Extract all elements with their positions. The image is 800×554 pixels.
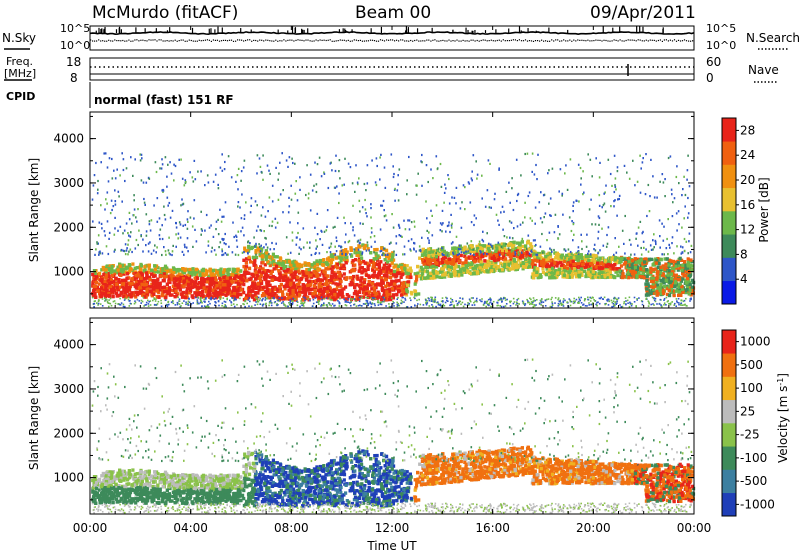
colorbar-swatch (722, 187, 736, 212)
colorbar-tick-label: 100 (740, 381, 763, 395)
beam-title: Beam 00 (355, 3, 431, 23)
colorbar-swatch (722, 211, 736, 235)
cpid-value: normal (fast) 151 RF (94, 93, 234, 107)
colorbar-tick-label: 16 (740, 198, 755, 212)
power-field (91, 152, 696, 308)
colorbar-swatch (722, 399, 736, 424)
colorbar-tick-label: 4 (740, 272, 748, 286)
colorbar-tick-label: -100 (740, 451, 767, 465)
colorbar-swatch (722, 141, 736, 165)
xaxis-tick-label: 16:00 (475, 521, 510, 535)
colorbar-tick-label: 8 (740, 247, 748, 261)
yaxis-tick-label: 4000 (53, 338, 84, 352)
colorbar-swatch (722, 353, 736, 377)
power-panel: 1000 2000 3000 4000 Slant Range [km] 4 8 12 16… (27, 111, 771, 309)
colorbar-tick-label: 28 (740, 123, 755, 137)
freq-panel: Freq. [MHz] 18 8 Nave 60 0 (4, 55, 779, 85)
noise-left-tick-top: 10^5 (60, 22, 90, 35)
velocity-colorbar-label: Velocity [m s-1] (776, 373, 790, 463)
noise-sky-line (89, 30, 695, 36)
colorbar-swatch (722, 423, 736, 447)
colorbar-swatch (722, 376, 736, 401)
cpid-label: CPID (6, 90, 35, 103)
velocity-field (91, 358, 696, 514)
power-ylabel: Slant Range [km] (27, 158, 41, 262)
colorbar-tick-label: -1000 (740, 497, 775, 511)
colorbar-swatch (722, 257, 736, 282)
freq-label-1: Freq. (6, 55, 33, 68)
velocity-ylabel: Slant Range [km] (27, 366, 41, 470)
colorbar-tick-label: 25 (740, 404, 755, 418)
yaxis-tick-label: 3000 (53, 382, 84, 396)
station-title: McMurdo (fitACF) (92, 3, 238, 23)
colorbar-tick-label: 24 (740, 148, 755, 162)
colorbar-swatch (722, 164, 736, 189)
noise-right-tick-top: 10^5 (706, 22, 736, 35)
velocity-panel: 1000 2000 3000 4000 Slant Range [km] 1000 50… (27, 317, 790, 517)
colorbar-tick-label: -25 (740, 428, 760, 442)
time-axis: 00:00 04:00 08:00 12:00 16:00 20:00 00:00 (73, 26, 712, 535)
yaxis-tick-label: 3000 (53, 176, 84, 190)
yaxis-tick-label: 2000 (53, 220, 84, 234)
xaxis-tick-label: 00:00 (73, 521, 108, 535)
velocity-yaxis: 1000 2000 3000 4000 (53, 321, 694, 501)
power-colorbar: 4 8 12 16 20 24 28 (721, 117, 755, 305)
xaxis-tick-label: 20:00 (576, 521, 611, 535)
noise-right-tick-bottom: 10^0 (706, 39, 736, 52)
noise-search-dots (90, 39, 694, 42)
colorbar-swatch (722, 118, 736, 142)
date-title: 09/Apr/2011 (590, 3, 696, 23)
power-yaxis: 1000 2000 3000 4000 (53, 115, 694, 295)
xaxis-tick-label: 04:00 (173, 521, 208, 535)
colorbar-tick-label: 20 (740, 173, 755, 187)
xaxis-tick-label: 12:00 (375, 521, 410, 535)
xaxis-tick-label: 00:00 (677, 521, 712, 535)
freq-left-tick-bottom: 8 (70, 71, 78, 85)
nave-right-tick-top: 60 (706, 55, 721, 69)
nave-label: Nave (748, 63, 779, 77)
colorbar-tick-label: 1000 (740, 335, 771, 349)
colorbar-swatch (722, 280, 736, 305)
colorbar-tick-label: 500 (740, 358, 763, 372)
noise-panel: N.Sky 10^5 10^0 N.Search 10^5 10^0 (2, 22, 800, 52)
colorbar-tick-label: -500 (740, 474, 767, 488)
yaxis-tick-label: 1000 (53, 471, 84, 485)
noise-sky-spikes (95, 26, 664, 33)
colorbar-swatch (722, 469, 736, 494)
power-colorbar-label: Power [dB] (757, 177, 771, 242)
xaxis-label: Time UT (366, 539, 417, 553)
noise-search-label: N.Search (746, 31, 800, 45)
colorbar-swatch (722, 492, 736, 517)
yaxis-tick-label: 1000 (53, 265, 84, 279)
colorbar-swatch (722, 330, 736, 354)
colorbar-tick-label: 12 (740, 223, 755, 237)
velocity-colorbar: 1000 500 100 25 -25 -100 -500 -1000 (721, 329, 775, 517)
yaxis-tick-label: 2000 (53, 426, 84, 440)
freq-left-tick-top: 18 (66, 55, 81, 69)
xaxis-tick-label: 08:00 (274, 521, 309, 535)
freq-label-2: [MHz] (4, 67, 36, 80)
nave-right-tick-bottom: 0 (706, 71, 714, 85)
yaxis-tick-label: 4000 (53, 132, 84, 146)
noise-left-tick-bottom: 10^0 (60, 39, 90, 52)
colorbar-swatch (722, 234, 736, 258)
noise-sky-label: N.Sky (2, 31, 36, 45)
colorbar-swatch (722, 446, 736, 470)
